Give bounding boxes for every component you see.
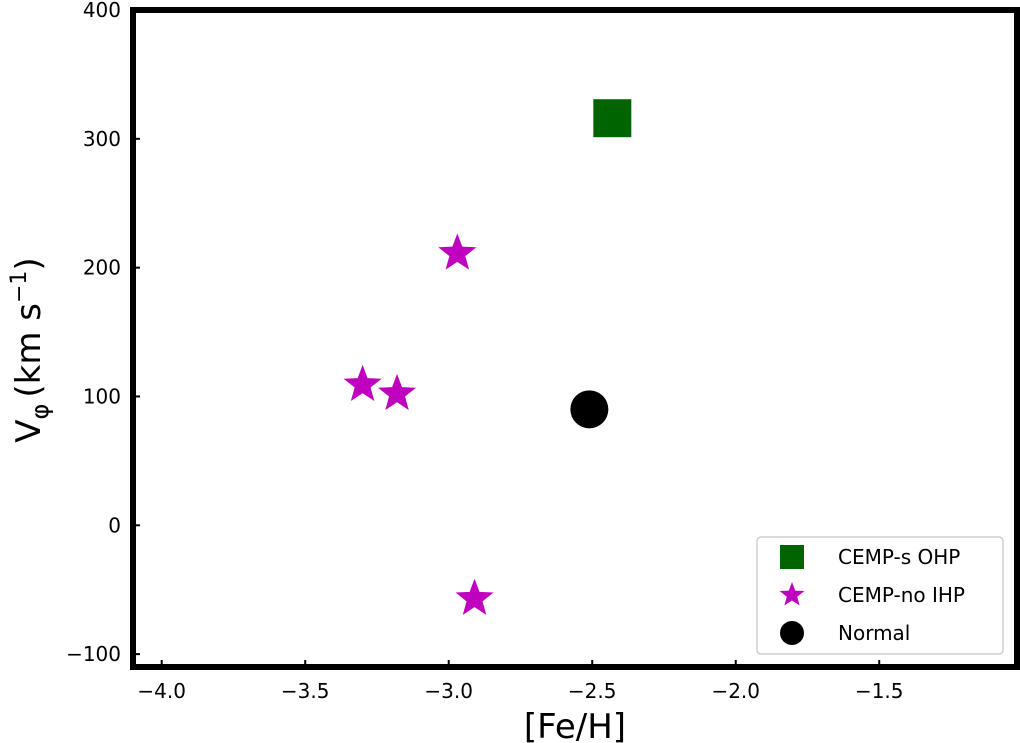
x-tick-label: −1.5	[855, 679, 904, 703]
x-tick-label: −2.5	[568, 679, 617, 703]
y-axis: −100 0 100 200 300 400	[66, 0, 140, 666]
y-tick-label: 0	[108, 513, 121, 537]
legend-marker-star	[779, 582, 805, 606]
data-point-star	[438, 233, 477, 270]
y-axis-title-exponent: −1	[7, 271, 32, 303]
data-point-star	[378, 373, 417, 411]
y-tick-label: 200	[83, 256, 121, 280]
y-tick-label: 100	[83, 384, 121, 408]
data-point-circle	[570, 390, 609, 429]
legend-marker-square	[780, 545, 804, 569]
legend-label: CEMP-s OHP	[838, 545, 960, 569]
x-tick-label: −4.0	[137, 679, 186, 703]
y-axis-title: Vφ (km s−1)	[7, 257, 54, 442]
data-markers	[343, 99, 632, 615]
legend-marker-circle	[780, 621, 804, 645]
x-tick-label: −3.0	[424, 679, 473, 703]
legend-label: CEMP-no IHP	[838, 583, 965, 607]
x-tick-label: −3.5	[281, 679, 330, 703]
data-point-star	[343, 364, 382, 402]
x-tick-label: −2.0	[711, 679, 760, 703]
legend-label: Normal	[838, 621, 910, 645]
y-axis-title-subscript: φ	[26, 404, 54, 420]
x-axis: −4.0 −3.5 −3.0 −2.5 −2.0 −1.5	[137, 660, 904, 703]
y-axis-title-main: V	[9, 419, 49, 442]
plot-frame	[130, 7, 1020, 670]
legend: CEMP-s OHP CEMP-no IHP Normal	[756, 536, 1004, 655]
legend-box	[756, 536, 1004, 655]
y-tick-label: −100	[66, 642, 121, 666]
x-axis-title: [Fe/H]	[524, 707, 626, 743]
y-axis-title-units: (km s	[9, 303, 49, 398]
y-tick-label: 300	[83, 127, 121, 151]
y-tick-label: 400	[83, 0, 121, 22]
y-axis-title-close: )	[9, 257, 49, 270]
data-point-square	[593, 99, 632, 138]
data-point-star	[455, 578, 494, 615]
